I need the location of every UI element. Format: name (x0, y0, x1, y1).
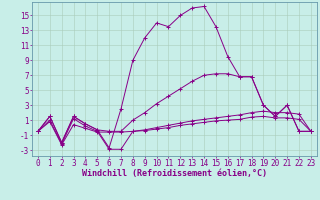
X-axis label: Windchill (Refroidissement éolien,°C): Windchill (Refroidissement éolien,°C) (82, 169, 267, 178)
